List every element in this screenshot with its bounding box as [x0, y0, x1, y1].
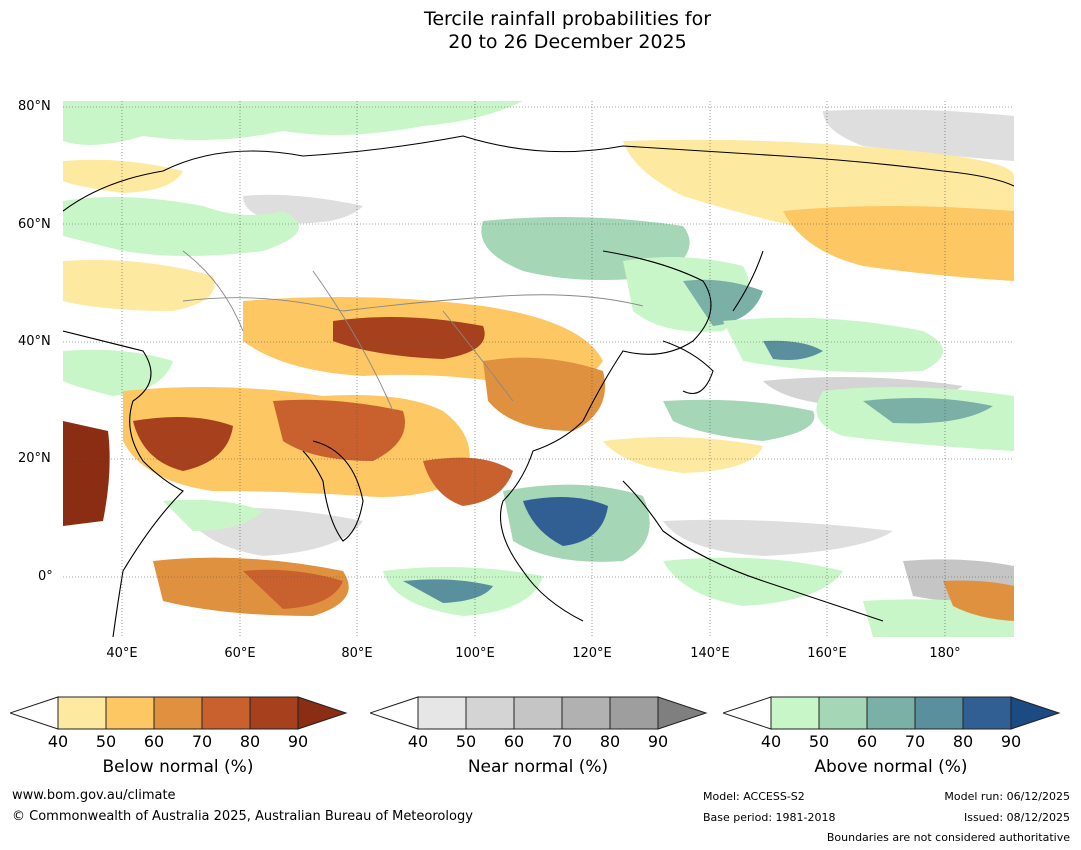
lon-label-100e: 100°E	[455, 646, 495, 661]
tick-near-90: 90	[647, 732, 669, 751]
colorbar-above-svg	[721, 696, 1061, 730]
colorbar-near-segment-0	[368, 696, 419, 730]
below-normal-areas	[63, 139, 1014, 621]
lon-label-80e: 80°E	[341, 646, 373, 661]
colorbar-near-normal	[368, 695, 710, 737]
base-period-info: Base period: 1981-2018	[703, 811, 836, 824]
lon-label-120e: 120°E	[572, 646, 612, 661]
issued-date: Issued: 08/12/2025	[963, 811, 1070, 824]
tick-below-50: 50	[95, 732, 117, 751]
colorbar-below-title: Below normal (%)	[102, 757, 254, 777]
tick-near-60: 60	[503, 732, 525, 751]
tick-above-90: 90	[1000, 732, 1022, 751]
country-borders	[182, 250, 644, 412]
tick-above-40: 40	[760, 732, 782, 751]
colorbar-near-segment-1	[417, 696, 467, 730]
tick-above-80: 80	[952, 732, 974, 751]
colorbar-above-segment-0	[721, 696, 772, 730]
lon-label-160e: 160°E	[807, 646, 847, 661]
tick-near-50: 50	[455, 732, 477, 751]
tick-near-40: 40	[407, 732, 429, 751]
above-normal-areas	[63, 101, 1014, 637]
probability-map	[63, 101, 1014, 637]
boundaries-disclaimer: Boundaries are not considered authoritat…	[826, 831, 1070, 844]
colorbar-above-segment-2	[818, 696, 868, 730]
colorbar-below-normal	[8, 695, 350, 737]
colorbar-near-svg	[368, 696, 708, 730]
lat-label-60n: 60°N	[18, 217, 51, 232]
colorbar-above-normal	[721, 695, 1063, 737]
colorbar-near-segment-5	[609, 696, 659, 730]
model-info: Model: ACCESS-S2	[703, 790, 805, 803]
map-svg	[63, 101, 1014, 637]
colorbar-below-segment-4	[201, 696, 251, 730]
colorbar-below-segment-1	[57, 696, 107, 730]
colorbar-above-segment-6	[1010, 696, 1061, 730]
colorbar-near-title: Near normal (%)	[467, 757, 609, 777]
lon-label-140e: 140°E	[690, 646, 730, 661]
lon-label-60e: 60°E	[224, 646, 256, 661]
colorbar-below-segment-3	[153, 696, 203, 730]
colorbar-near-segment-2	[465, 696, 515, 730]
tick-below-40: 40	[47, 732, 69, 751]
colorbar-above-title: Above normal (%)	[814, 757, 968, 777]
bom-website-link[interactable]: www.bom.gov.au/climate	[12, 788, 176, 803]
colorbar-below-segment-5	[249, 696, 299, 730]
lon-label-180: 180°	[929, 646, 961, 661]
tick-below-80: 80	[239, 732, 261, 751]
colorbar-near-segment-4	[561, 696, 611, 730]
colorbar-near-segment-6	[657, 696, 708, 730]
lat-label-equator: 0°	[38, 569, 53, 584]
colorbar-below-segment-0	[8, 696, 59, 730]
lat-label-80n: 80°N	[18, 99, 51, 114]
lon-label-40e: 40°E	[106, 646, 138, 661]
title-line-1: Tercile rainfall probabilities for	[423, 8, 712, 30]
colorbar-above-segment-3	[866, 696, 916, 730]
lat-label-20n: 20°N	[18, 451, 51, 466]
tick-below-60: 60	[143, 732, 165, 751]
colorbar-near-segment-3	[513, 696, 563, 730]
colorbar-below-svg	[8, 696, 348, 730]
title-line-2: 20 to 26 December 2025	[448, 31, 687, 53]
tick-above-70: 70	[904, 732, 926, 751]
colorbar-below-segment-2	[105, 696, 155, 730]
coastlines	[63, 135, 1014, 637]
colorbar-above-segment-4	[914, 696, 964, 730]
map-title: Tercile rainfall probabilities for 20 to…	[0, 8, 1081, 54]
model-run-date: Model run: 06/12/2025	[944, 790, 1070, 803]
colorbar-below-segment-6	[297, 696, 348, 730]
tick-above-60: 60	[856, 732, 878, 751]
lat-label-40n: 40°N	[18, 334, 51, 349]
gridlines	[63, 101, 1014, 637]
copyright-notice: © Commonwealth of Australia 2025, Austra…	[12, 809, 473, 824]
colorbar-above-segment-1	[770, 696, 820, 730]
tick-near-80: 80	[599, 732, 621, 751]
tick-below-90: 90	[287, 732, 309, 751]
colorbar-above-segment-5	[962, 696, 1012, 730]
tick-above-50: 50	[808, 732, 830, 751]
tick-below-70: 70	[191, 732, 213, 751]
tick-near-70: 70	[551, 732, 573, 751]
